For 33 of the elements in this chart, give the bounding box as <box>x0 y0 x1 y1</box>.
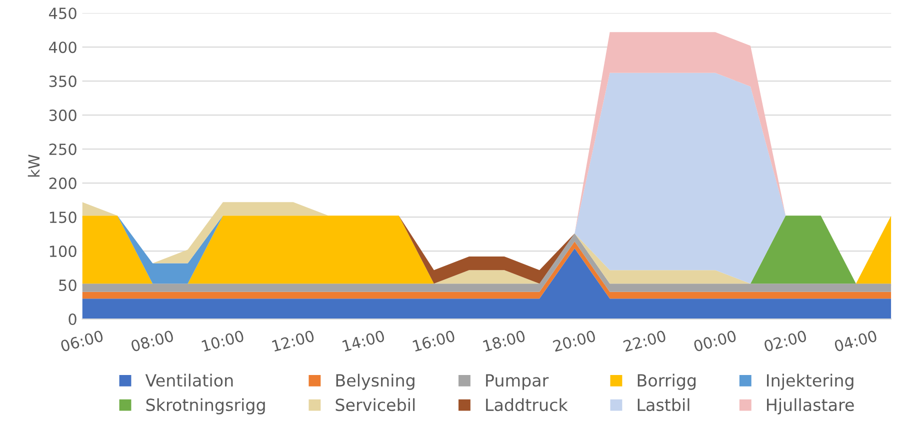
legend-label: Laddtruck <box>486 398 568 412</box>
x-tick-label: 02:00 <box>764 330 808 352</box>
x-tick-label: 16:00 <box>412 330 456 352</box>
x-tick-label: 06:00 <box>60 330 104 352</box>
x-tick-label: 18:00 <box>482 330 526 352</box>
x-tick-label: 00:00 <box>693 330 737 352</box>
legend-label: Servicebil <box>336 398 415 412</box>
y-tick-label: 0 <box>68 313 76 326</box>
y-tick-label: 100 <box>50 246 76 258</box>
y-axis-title: kW <box>28 154 40 177</box>
x-tick-label: 22:00 <box>622 330 666 352</box>
legend-label: Borrigg <box>638 374 696 390</box>
y-tick-label: 150 <box>50 212 76 224</box>
x-tick-label: 20:00 <box>552 330 596 352</box>
legend-label: Ventilation <box>145 374 233 387</box>
y-tick-label: 250 <box>49 144 76 156</box>
y-tick-label: 300 <box>49 110 76 122</box>
legend-label: Belysning <box>336 374 414 390</box>
y-tick-label: 50 <box>59 279 76 292</box>
y-tick-label: 450 <box>48 8 76 20</box>
legend-label: Lastbil <box>638 398 690 412</box>
x-tick-label: 14:00 <box>342 330 386 352</box>
legend-label: Injektering <box>767 374 854 390</box>
x-tick-label: 08:00 <box>130 330 174 352</box>
x-tick-label: 12:00 <box>272 330 315 352</box>
legend-label: Pumpar <box>486 374 549 390</box>
y-tick-label: 400 <box>48 42 76 54</box>
y-tick-label: 200 <box>49 178 76 190</box>
legend-label: Hjullastare <box>767 398 854 414</box>
x-tick-label: 04:00 <box>834 330 878 352</box>
y-tick-label: 350 <box>49 76 76 88</box>
legend-label: Skrotningsrigg <box>146 398 265 414</box>
x-tick-label: 10:00 <box>201 330 244 352</box>
